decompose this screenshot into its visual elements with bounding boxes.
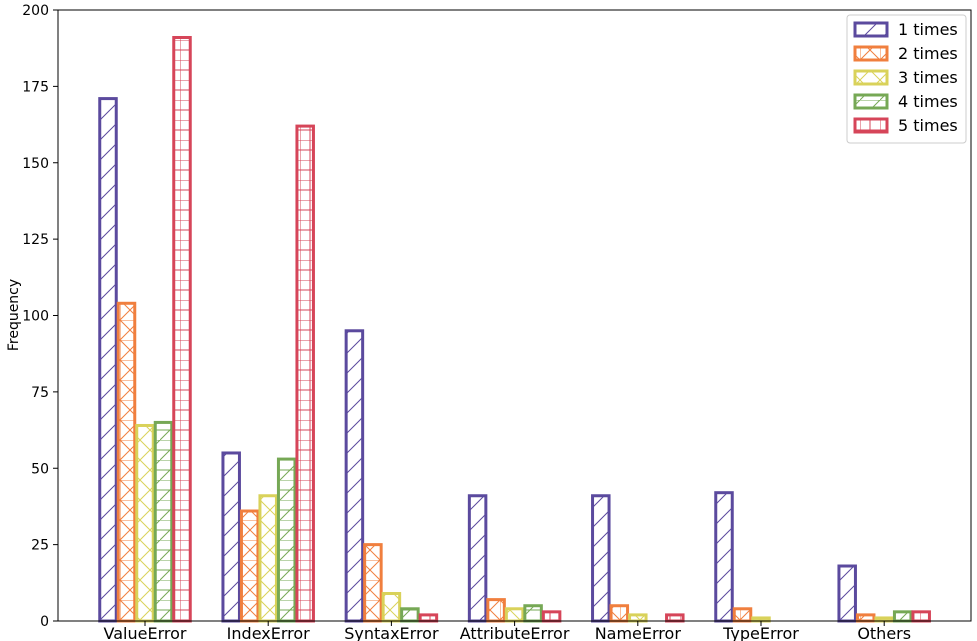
y-tick-label: 0 <box>40 614 49 630</box>
legend-swatch <box>853 93 889 110</box>
bar-3-times-NameError <box>628 613 648 623</box>
legend-label: 3 times <box>898 68 958 87</box>
bar-3-times-IndexError <box>258 494 278 623</box>
bar-1-times-ValueError <box>98 97 118 623</box>
legend-item: 5 times <box>853 116 958 135</box>
bar-2-times-IndexError <box>239 509 260 623</box>
bar-2-times-AttributeError <box>486 598 506 623</box>
bar-4-times-Others <box>892 610 913 623</box>
legend-label: 1 times <box>898 20 958 39</box>
y-tick-label: 50 <box>31 461 49 477</box>
bar-4-times-AttributeError <box>523 604 543 623</box>
x-tick-label: IndexError <box>227 624 310 641</box>
bar-2-times-SyntaxError <box>363 543 383 623</box>
bar-2-times-ValueError <box>116 301 137 623</box>
bar-4-times-IndexError <box>276 457 297 623</box>
bar-1-times-TypeError <box>714 491 734 623</box>
x-tick-label: Others <box>857 624 911 641</box>
legend-swatch <box>853 21 889 38</box>
y-tick-label: 200 <box>22 3 49 19</box>
bar-5-times-NameError <box>665 613 685 623</box>
y-tick-label: 25 <box>31 538 49 554</box>
bar-4-times-ValueError <box>153 420 174 623</box>
plot-frame <box>57 9 972 622</box>
y-tick-label: 175 <box>22 79 49 95</box>
bar-3-times-SyntaxError <box>381 592 402 623</box>
bar-1-times-NameError <box>591 494 611 623</box>
bar-3-times-AttributeError <box>504 607 525 623</box>
bars-group <box>98 35 931 623</box>
x-tick-label: ValueError <box>104 624 187 641</box>
y-tick-label: 150 <box>22 156 49 172</box>
x-tick-label: TypeError <box>722 624 799 641</box>
legend-item: 1 times <box>853 20 958 39</box>
bar-1-times-IndexError <box>221 451 241 623</box>
x-tick-label: AttributeError <box>460 624 570 641</box>
bar-2-times-Others <box>855 613 876 623</box>
bar-5-times-IndexError <box>295 124 315 623</box>
legend-swatch <box>853 117 889 134</box>
legend-label: 4 times <box>898 92 958 111</box>
legend-item: 4 times <box>853 92 958 111</box>
legend-swatch <box>853 45 889 62</box>
legend-label: 2 times <box>898 44 958 63</box>
bar-5-times-Others <box>911 610 931 623</box>
y-tick-label: 75 <box>31 385 49 401</box>
x-tick-label: NameError <box>595 624 682 641</box>
x-tick-label: SyntaxError <box>344 624 439 641</box>
bar-1-times-SyntaxError <box>344 329 365 623</box>
bar-2-times-NameError <box>609 604 630 623</box>
legend-item: 3 times <box>853 68 958 87</box>
legend: 1 times 2 times 3 times 4 times 5 times <box>846 14 967 144</box>
legend-label: 5 times <box>898 116 958 135</box>
axes-group: 0 25 50 75 100 125 150 175 200 ValueError IndexErr… <box>22 3 972 641</box>
y-tick-label: 125 <box>22 232 49 248</box>
bar-4-times-SyntaxError <box>400 607 420 623</box>
bar-5-times-SyntaxError <box>418 613 439 623</box>
y-axis-label: Frequency <box>6 279 22 351</box>
bar-2-times-TypeError <box>732 607 753 623</box>
legend-swatch <box>853 69 889 86</box>
bar-5-times-AttributeError <box>541 610 562 623</box>
bar-5-times-ValueError <box>172 35 192 623</box>
y-tick-label: 100 <box>22 309 49 325</box>
bar-1-times-AttributeError <box>467 494 488 623</box>
bar-3-times-ValueError <box>135 423 155 623</box>
legend-item: 2 times <box>853 44 958 63</box>
bar-1-times-Others <box>837 564 857 623</box>
